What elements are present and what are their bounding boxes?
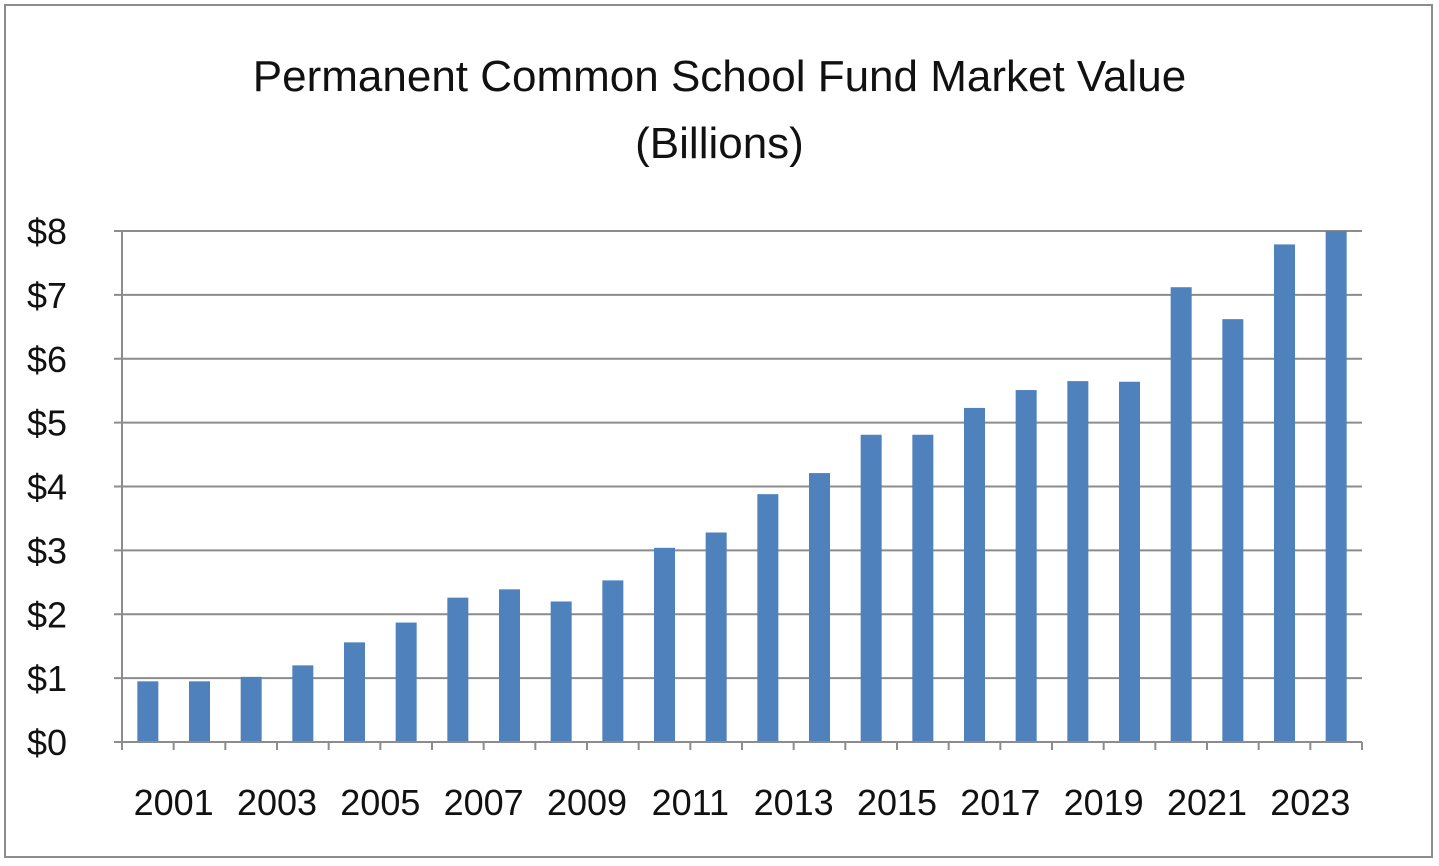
x-tick-label: 2019 [1064, 782, 1144, 823]
y-tick-label: $3 [27, 530, 67, 571]
gridlines [122, 230, 1362, 680]
bar-2015 [860, 434, 882, 742]
x-tick-label: 2007 [444, 782, 524, 823]
bar-2004 [292, 665, 314, 742]
x-tick-label: 2005 [340, 782, 420, 823]
bar-2011 [654, 547, 675, 742]
y-tick-label: $7 [27, 275, 67, 316]
y-tick-label: $5 [27, 403, 67, 444]
bar-2019 [1067, 381, 1089, 742]
y-tick-labels: $0 $1 $2 $3 $4 $5 $6 $7 $8 [27, 211, 67, 763]
bar-2021 [1170, 287, 1192, 742]
bar-2020 [1119, 381, 1140, 742]
axes [114, 230, 1363, 750]
x-tick-label: 2001 [134, 782, 214, 823]
x-tick-label: 2023 [1270, 782, 1350, 823]
bar-2008 [499, 589, 520, 742]
bar-2002 [189, 681, 210, 742]
bar-2006 [395, 622, 417, 742]
bars [137, 231, 1347, 742]
x-tick-label: 2011 [652, 782, 729, 823]
bar-2017 [964, 407, 985, 742]
bar-2022 [1222, 319, 1244, 742]
y-tick-label: $8 [27, 211, 67, 252]
y-tick-label: $6 [27, 339, 67, 380]
y-tick-label: $4 [27, 467, 67, 508]
y-tick-label: $1 [27, 658, 67, 699]
bar-2013 [757, 494, 779, 742]
y-tick-label: $2 [27, 594, 67, 635]
bar-2005 [344, 642, 365, 742]
bar-2003 [240, 676, 262, 742]
x-tick-label: 2009 [547, 782, 627, 823]
bar-2014 [809, 473, 830, 742]
y-tick-label: $0 [27, 722, 67, 763]
x-tick-label: 2015 [857, 782, 937, 823]
bar-2001 [137, 681, 159, 742]
bar-2023 [1274, 244, 1295, 742]
bar-2009 [550, 601, 572, 742]
bar-2024 [1325, 231, 1347, 742]
chart-title: Permanent Common School Fund Market Valu… [252, 52, 1187, 101]
x-tick-label: 2021 [1167, 782, 1247, 823]
x-tick-label: 2003 [237, 782, 317, 823]
bar-2012 [705, 532, 727, 742]
bar-2016 [912, 434, 934, 742]
x-tick-label: 2013 [754, 782, 834, 823]
x-tick-label: 2017 [960, 782, 1040, 823]
bar-2018 [1015, 390, 1037, 742]
bar-2010 [602, 580, 624, 742]
chart-subtitle: (Billions) [635, 119, 804, 168]
bar-2007 [447, 597, 469, 742]
x-tick-labels: 2001 2003 2005 2007 2009 2011 2013 2015 2017 2019… [134, 782, 1351, 823]
